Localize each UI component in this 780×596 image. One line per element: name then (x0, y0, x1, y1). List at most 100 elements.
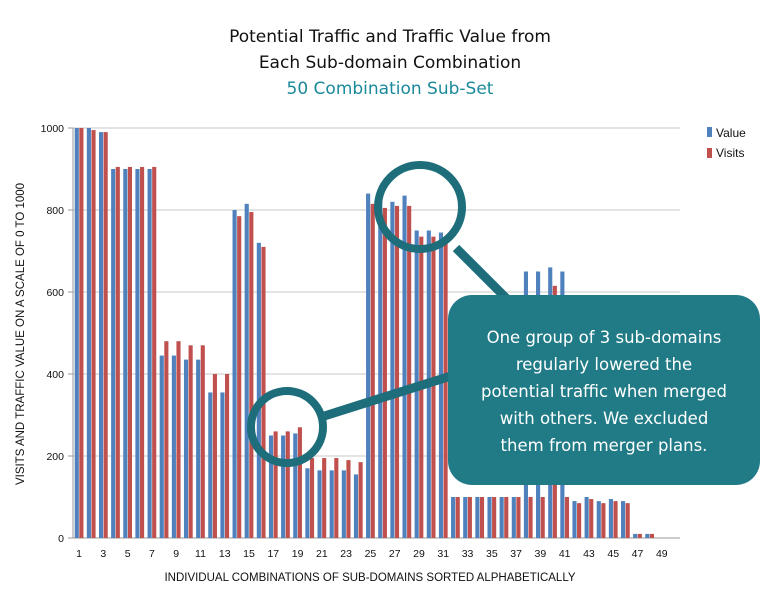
bar-value-34 (475, 497, 480, 538)
highlight-circle-lower (247, 387, 327, 467)
bar-visits-43 (589, 499, 594, 538)
bar-visits-3 (103, 132, 108, 538)
bar-visits-34 (479, 497, 485, 538)
bar-visits-27 (394, 205, 400, 538)
bar-value-13 (220, 392, 225, 538)
bar-visits-13 (224, 374, 230, 538)
x-tick-label: 27 (389, 548, 401, 560)
bar-visits-5 (127, 166, 133, 538)
bar-value-31 (438, 232, 444, 539)
x-tick-label: 45 (607, 548, 619, 560)
bar-visits-42 (577, 503, 582, 538)
bar-visits-36 (504, 497, 509, 538)
chart-title-line1: Potential Traffic and Traffic Value from (229, 27, 551, 47)
bar-visits-18 (285, 431, 290, 538)
bar-visits-20 (309, 458, 315, 538)
bar-value-18 (281, 435, 286, 538)
x-tick-label: 39 (535, 548, 547, 560)
callout-line-1: One group of 3 sub-domains (487, 328, 722, 347)
bar-visits-25 (370, 203, 375, 538)
x-tick-label: 15 (243, 548, 255, 560)
bar-value-36 (499, 497, 504, 538)
x-tick-label: 25 (365, 548, 377, 560)
bar-value-37 (511, 497, 516, 538)
bar-value-43 (584, 497, 589, 538)
bar-value-1 (74, 128, 79, 538)
callout-line-3: potential traffic when merged (481, 382, 727, 401)
bar-value-23 (341, 470, 346, 538)
x-tick-label: 21 (316, 548, 328, 560)
x-tick-label: 23 (340, 548, 352, 560)
legend: Value Visits (707, 126, 746, 160)
bar-value-28 (402, 195, 407, 538)
chart-subtitle: 50 Combination Sub-Set (287, 79, 494, 99)
y-tick-label: 200 (46, 451, 64, 463)
x-tick-label: 47 (632, 548, 644, 560)
bar-visits-14 (237, 216, 242, 538)
bar-value-33 (463, 497, 468, 538)
bar-value-12 (208, 392, 213, 538)
y-tick-label: 1000 (41, 123, 65, 135)
bar-value-44 (596, 501, 601, 538)
bar-visits-21 (322, 458, 327, 538)
bar-visits-12 (212, 374, 217, 538)
bar-visits-23 (346, 460, 351, 538)
x-tick-label: 49 (656, 548, 668, 560)
bar-visits-6 (140, 166, 145, 538)
bar-visits-44 (601, 503, 606, 538)
bar-visits-4 (115, 166, 120, 538)
bar-visits-11 (200, 345, 205, 538)
x-tick-label: 43 (583, 548, 595, 560)
bar-visits-22 (334, 458, 339, 538)
bar-visits-17 (273, 431, 278, 538)
bar-visits-24 (358, 462, 363, 538)
bar-visits-47 (637, 533, 642, 538)
callout-pointer-lower (316, 370, 456, 423)
bar-value-25 (366, 193, 371, 538)
x-tick-label: 13 (219, 548, 231, 560)
y-tick-label: 0 (58, 533, 64, 545)
y-axis-ticks: 0 200 400 600 800 1000 (41, 123, 65, 545)
bar-visits-41 (564, 497, 570, 538)
x-axis-ticks: 1 3 5 7 9 11 13 15 17 19 21 23 25 27 29 31 33 35 37 39 41 43 4… (76, 548, 668, 560)
callout-line-5: them from merger plans. (501, 436, 708, 455)
bar-value-17 (268, 435, 274, 538)
bar-value-35 (487, 497, 492, 538)
bar-visits-38 (528, 497, 533, 538)
y-tick-label: 800 (46, 205, 64, 217)
bar-value-8 (159, 355, 164, 538)
x-axis-label: INDIVIDUAL COMBINATIONS OF SUB-DOMAINS S… (164, 572, 575, 584)
bar-value-24 (353, 474, 359, 538)
bar-value-20 (305, 468, 310, 538)
bar-visits-2 (91, 130, 96, 539)
bar-visits-30 (431, 236, 436, 538)
bar-visits-8 (164, 341, 169, 538)
callout-line-2: regularly lowered the (516, 355, 692, 374)
x-tick-label: 7 (149, 548, 155, 560)
bar-value-16 (256, 242, 261, 539)
bar-value-26 (378, 193, 383, 538)
y-tick-label: 400 (46, 369, 64, 381)
chart-title-line2: Each Sub-domain Combination (259, 53, 521, 73)
callout-line-4: with others. We excluded (500, 409, 709, 428)
bar-value-27 (390, 201, 395, 539)
legend-label-value: Value (716, 126, 746, 140)
bar-value-11 (196, 359, 201, 538)
bar-value-9 (171, 355, 176, 538)
bar-value-6 (135, 169, 140, 538)
x-tick-label: 17 (267, 548, 279, 560)
x-tick-label: 31 (437, 548, 449, 560)
bar-visits-46 (625, 503, 630, 538)
callout-pointer-upper (452, 244, 514, 306)
bar-visits-10 (188, 345, 193, 538)
bar-visits-35 (492, 497, 497, 538)
x-tick-label: 19 (292, 548, 304, 560)
bar-value-3 (98, 132, 104, 538)
bar-value-42 (572, 501, 577, 538)
x-tick-label: 11 (195, 548, 206, 560)
x-tick-label: 37 (510, 548, 522, 560)
bar-visits-15 (249, 212, 254, 539)
bar-visits-48 (649, 533, 655, 538)
bar-value-14 (232, 210, 237, 538)
bar-value-21 (317, 470, 322, 538)
